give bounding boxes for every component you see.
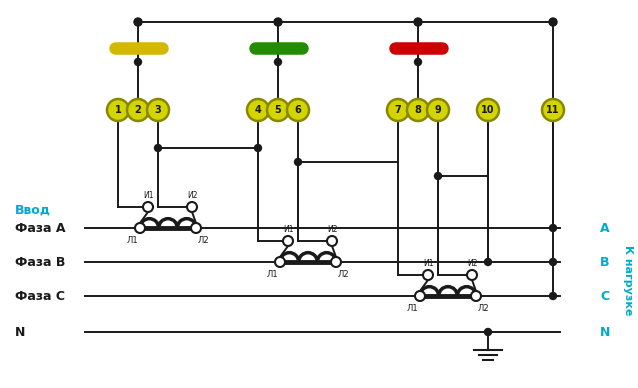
Text: 3: 3 [154,105,161,115]
Text: Л1: Л1 [126,236,138,245]
Text: А: А [600,222,610,234]
Circle shape [549,18,557,26]
Text: И2: И2 [187,191,197,200]
Circle shape [247,99,269,121]
Text: Л2: Л2 [338,270,350,279]
Circle shape [147,99,169,121]
Circle shape [327,236,337,246]
Circle shape [274,59,281,66]
Circle shape [549,225,556,232]
Circle shape [484,329,491,336]
Text: 5: 5 [274,105,281,115]
Text: 1: 1 [115,105,121,115]
Text: 6: 6 [295,105,301,115]
Text: Л1: Л1 [267,270,278,279]
Text: Л2: Л2 [478,304,489,313]
Circle shape [187,202,197,212]
Circle shape [107,99,129,121]
Circle shape [154,144,161,151]
Text: Фаза С: Фаза С [15,289,65,303]
Circle shape [274,18,282,26]
Circle shape [191,223,201,233]
Circle shape [255,144,262,151]
Text: 8: 8 [415,105,422,115]
Text: С: С [600,289,609,303]
Circle shape [484,258,491,265]
Text: 4: 4 [255,105,262,115]
Text: И2: И2 [467,259,477,268]
Text: Фаза А: Фаза А [15,222,66,234]
Circle shape [427,99,449,121]
Circle shape [275,257,285,267]
Circle shape [134,18,142,26]
Circle shape [135,59,142,66]
Text: N: N [15,326,26,338]
Circle shape [407,99,429,121]
Circle shape [423,270,433,280]
Circle shape [267,99,289,121]
Circle shape [471,291,481,301]
Circle shape [295,159,302,166]
Text: Л1: Л1 [406,304,418,313]
Text: В: В [600,256,609,268]
Text: И2: И2 [327,225,338,234]
Circle shape [143,202,153,212]
Text: 2: 2 [135,105,142,115]
Text: 9: 9 [434,105,441,115]
Circle shape [542,99,564,121]
Circle shape [331,257,341,267]
Text: И1: И1 [423,259,433,268]
Text: Фаза В: Фаза В [15,256,65,268]
Text: И1: И1 [143,191,153,200]
Circle shape [135,223,145,233]
Text: 11: 11 [546,105,560,115]
Circle shape [549,293,556,300]
Circle shape [549,258,556,265]
Circle shape [467,270,477,280]
Text: 10: 10 [481,105,494,115]
Text: Л2: Л2 [198,236,210,245]
Text: N: N [600,326,611,338]
Text: И1: И1 [283,225,293,234]
Circle shape [287,99,309,121]
Text: К нагрузке: К нагрузке [623,245,633,315]
Text: 7: 7 [395,105,401,115]
Circle shape [477,99,499,121]
Circle shape [127,99,149,121]
Circle shape [434,173,441,180]
Text: Ввод: Ввод [15,203,51,217]
Circle shape [415,291,425,301]
Circle shape [415,59,422,66]
Circle shape [387,99,409,121]
Circle shape [283,236,293,246]
Circle shape [414,18,422,26]
